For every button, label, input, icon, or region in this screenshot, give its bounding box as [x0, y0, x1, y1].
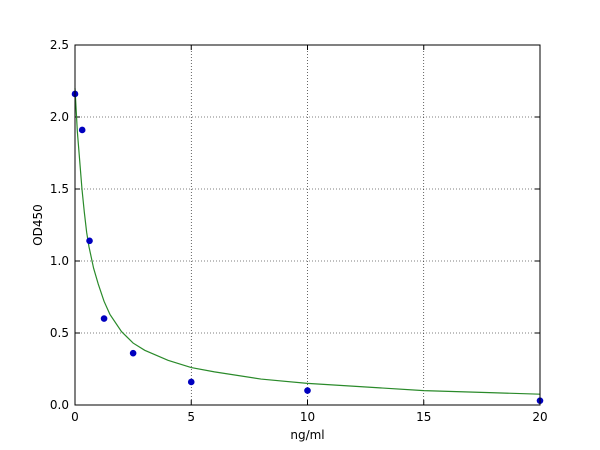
x-tick-label: 5 — [187, 410, 195, 424]
grid-lines — [75, 45, 540, 405]
data-point — [78, 126, 86, 134]
data-point — [187, 378, 195, 386]
x-axis-ticks: 0 5 10 15 20 — [71, 45, 548, 424]
y-tick-label: 2.5 — [50, 38, 69, 52]
data-point — [100, 315, 108, 322]
data-points-layer — [71, 90, 544, 404]
x-axis-label: ng/ml — [290, 428, 324, 442]
y-axis-ticks: 0.0 0.5 1.0 1.5 2.0 2.5 — [50, 38, 540, 412]
x-tick-label: 20 — [532, 410, 547, 424]
plot-frame — [74, 44, 541, 406]
y-tick-label: 1.5 — [50, 182, 69, 196]
x-tick-label: 15 — [416, 410, 431, 424]
y-tick-label: 0.0 — [50, 398, 69, 412]
y-tick-label: 2.0 — [50, 110, 69, 124]
data-point — [304, 387, 311, 394]
x-tick-label: 0 — [71, 410, 79, 424]
x-tick-label: 10 — [300, 410, 315, 424]
data-point — [86, 237, 93, 245]
y-tick-label: 0.5 — [50, 326, 69, 340]
y-tick-label: 1.0 — [50, 254, 69, 268]
data-point — [129, 349, 137, 357]
y-axis-label: OD450 — [31, 204, 45, 246]
fit-curve-layer — [74, 88, 541, 395]
fit-curve — [74, 88, 541, 395]
